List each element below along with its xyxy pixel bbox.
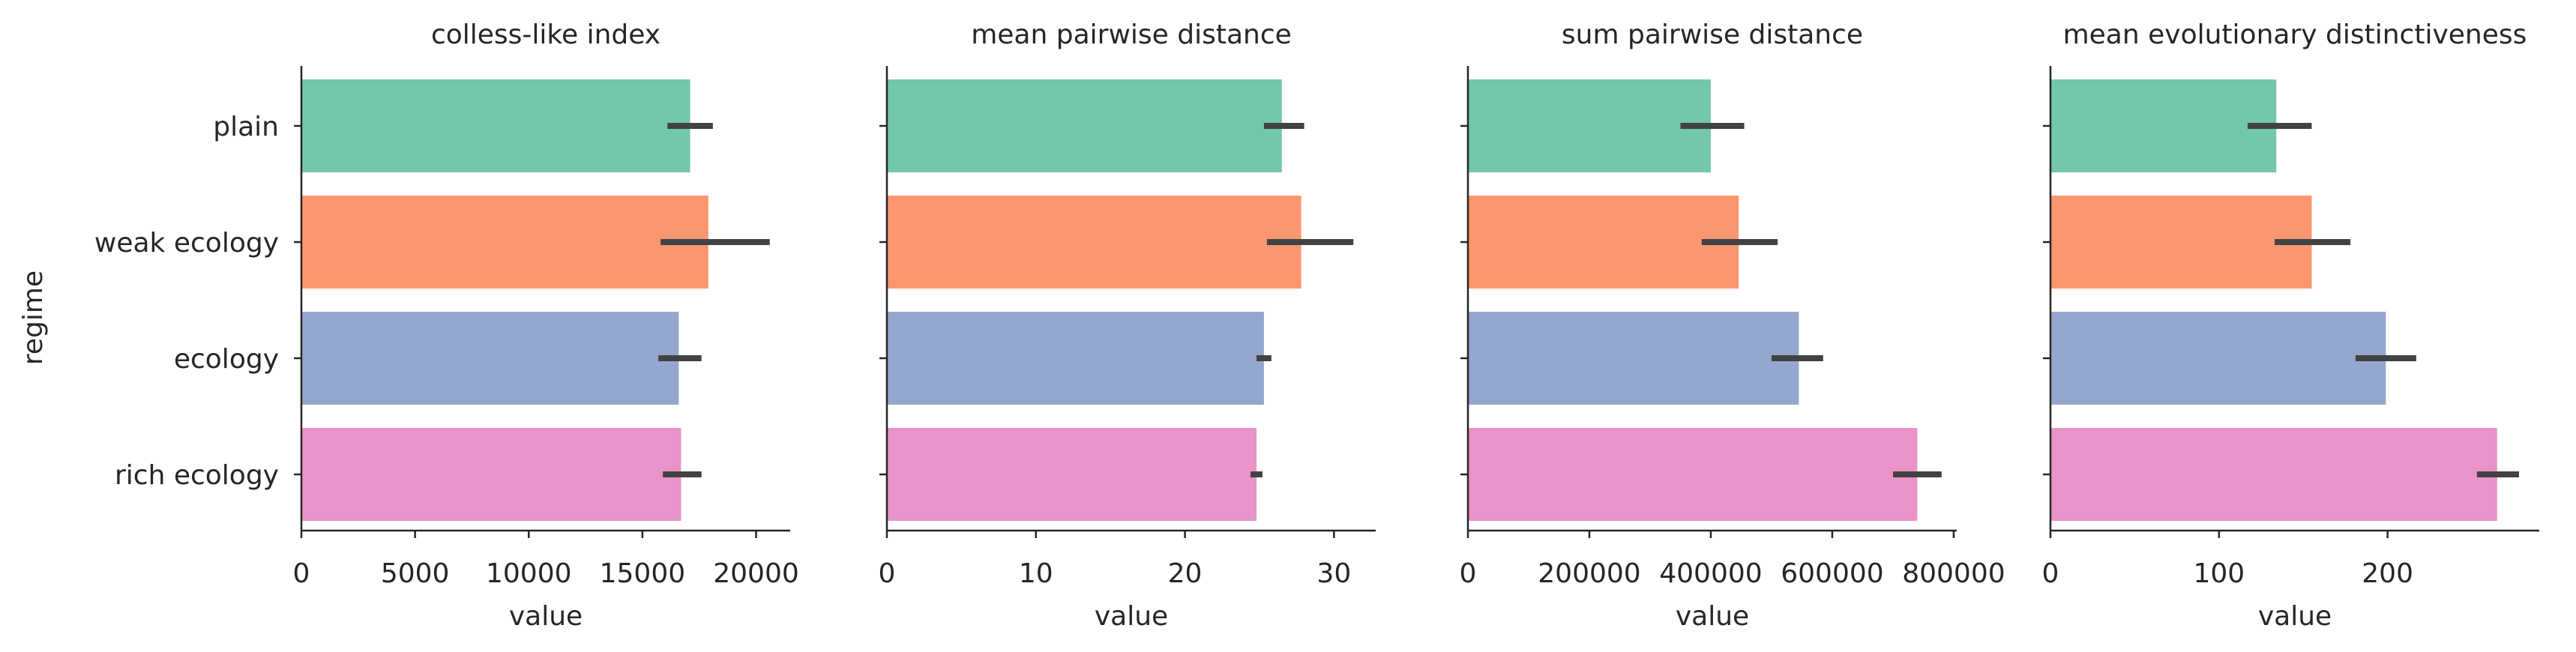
panel-1: colless-like index plain weak ecology ecolo… [94, 19, 799, 632]
x-tick-label: 400000 [1659, 558, 1762, 589]
panel-4: mean evolutionary distinctiveness 0 100 200… [2042, 19, 2539, 632]
x-tick-label: 20 [1168, 558, 1203, 589]
bar [1468, 312, 1799, 405]
x-tick-label: 30 [1316, 558, 1351, 589]
bar [2050, 312, 2386, 405]
x-tick-label: 0 [1460, 558, 1477, 589]
bar [2050, 196, 2312, 289]
x-tick-label: 600000 [1781, 558, 1883, 589]
category-label: rich ecology [115, 460, 279, 491]
bar [1468, 196, 1739, 289]
category-label: ecology [174, 344, 279, 375]
x-tick-label: 10000 [486, 558, 572, 589]
bar [1468, 428, 1918, 521]
y-axis-label: regime [18, 271, 49, 365]
panel-3: sum pairwise distance 0 200000 400000 600000… [1460, 19, 2005, 632]
x-tick-label: 5000 [381, 558, 450, 589]
category-label: weak ecology [94, 228, 279, 259]
bar [301, 196, 708, 289]
x-tick-label: 0 [293, 558, 310, 589]
panel-title: mean pairwise distance [971, 19, 1292, 50]
bar [887, 312, 1264, 405]
bar [301, 79, 690, 172]
panel-title: sum pairwise distance [1562, 19, 1863, 50]
bar [301, 428, 681, 521]
x-tick-label: 200000 [1538, 558, 1640, 589]
panel-2: mean pairwise distance 0 10 20 30 value [879, 19, 1376, 632]
x-tick-label: 800000 [1902, 558, 2005, 589]
x-tick-label: 0 [879, 558, 896, 589]
panels: colless-like index plain weak ecology ecolo… [94, 19, 2539, 632]
bar [887, 428, 1257, 521]
x-axis-label: value [509, 601, 583, 632]
panel-title: mean evolutionary distinctiveness [2063, 19, 2527, 50]
bar [1468, 79, 1711, 172]
x-axis-label: value [1095, 601, 1168, 632]
x-axis-label: value [2258, 601, 2332, 632]
x-tick-label: 20000 [713, 558, 799, 589]
bar [2050, 79, 2277, 172]
x-tick-label: 100 [2193, 558, 2245, 589]
bar [887, 196, 1301, 289]
panel-title: colless-like index [431, 19, 660, 50]
x-tick-label: 0 [2042, 558, 2059, 589]
bar [2050, 428, 2497, 521]
x-tick-label: 200 [2362, 558, 2413, 589]
category-label: plain [213, 112, 279, 142]
x-tick-label: 15000 [600, 558, 686, 589]
bar [887, 79, 1282, 172]
x-tick-label: 10 [1019, 558, 1053, 589]
bar [301, 312, 679, 405]
x-axis-label: value [1676, 601, 1749, 632]
